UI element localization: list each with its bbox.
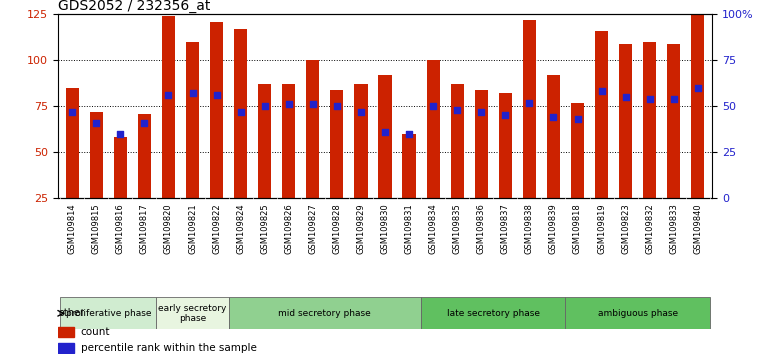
Point <box>186 91 199 96</box>
Text: GSM109838: GSM109838 <box>525 204 534 255</box>
Text: GSM109818: GSM109818 <box>573 204 582 254</box>
Text: ambiguous phase: ambiguous phase <box>598 309 678 318</box>
Point <box>234 109 246 115</box>
Bar <box>354 84 367 198</box>
Bar <box>138 114 151 198</box>
Text: early secretory
phase: early secretory phase <box>159 304 226 323</box>
Text: GSM109830: GSM109830 <box>380 204 390 254</box>
Bar <box>378 75 392 198</box>
Bar <box>60 297 156 329</box>
Text: mid secretory phase: mid secretory phase <box>279 309 371 318</box>
Point <box>139 120 151 126</box>
Point <box>427 103 439 109</box>
Point <box>330 103 343 109</box>
Bar <box>258 84 271 198</box>
Text: proliferative phase: proliferative phase <box>65 309 151 318</box>
Bar <box>474 90 488 198</box>
Bar <box>691 0 705 198</box>
Text: GSM109836: GSM109836 <box>477 204 486 255</box>
Text: GSM109833: GSM109833 <box>669 204 678 255</box>
Bar <box>114 137 127 198</box>
Bar <box>282 84 296 198</box>
Point <box>499 113 511 118</box>
Text: count: count <box>81 327 110 337</box>
Text: GSM109823: GSM109823 <box>621 204 630 254</box>
Bar <box>58 343 74 353</box>
Bar <box>643 42 656 198</box>
Text: GSM109828: GSM109828 <box>333 204 341 254</box>
Text: late secretory phase: late secretory phase <box>447 309 540 318</box>
Bar <box>234 29 247 198</box>
Point <box>619 94 631 100</box>
Text: GSM109815: GSM109815 <box>92 204 101 254</box>
Bar <box>427 60 440 198</box>
Bar <box>58 327 74 337</box>
Point <box>306 102 319 107</box>
Text: GSM109831: GSM109831 <box>404 204 413 254</box>
Bar <box>65 88 79 198</box>
Text: GSM109820: GSM109820 <box>164 204 173 254</box>
Bar <box>210 22 223 198</box>
Point <box>668 96 680 102</box>
Point <box>259 103 271 109</box>
Bar <box>619 44 632 198</box>
Bar <box>547 75 560 198</box>
Text: GSM109827: GSM109827 <box>308 204 317 254</box>
Bar <box>156 297 229 329</box>
Bar <box>450 84 464 198</box>
Point <box>451 107 464 113</box>
Bar <box>565 297 710 329</box>
Point <box>691 85 704 91</box>
Point <box>283 102 295 107</box>
Text: GSM109819: GSM109819 <box>597 204 606 254</box>
Bar <box>499 93 512 198</box>
Point <box>403 131 415 137</box>
Point <box>66 109 79 115</box>
Text: GSM109829: GSM109829 <box>357 204 366 254</box>
Text: GSM109816: GSM109816 <box>116 204 125 254</box>
Bar <box>523 20 536 198</box>
Point <box>162 92 175 98</box>
Text: other: other <box>59 308 84 318</box>
Text: GSM109839: GSM109839 <box>549 204 558 254</box>
Text: GSM109824: GSM109824 <box>236 204 245 254</box>
Bar <box>667 44 681 198</box>
Text: GSM109817: GSM109817 <box>140 204 149 254</box>
Point <box>571 116 584 122</box>
Text: GSM109822: GSM109822 <box>212 204 221 254</box>
Point <box>475 109 487 115</box>
Text: GSM109840: GSM109840 <box>693 204 702 254</box>
Text: GSM109826: GSM109826 <box>284 204 293 254</box>
Point <box>644 96 656 102</box>
Text: GSM109834: GSM109834 <box>429 204 437 254</box>
Bar <box>306 60 320 198</box>
Bar <box>89 112 103 198</box>
Bar <box>421 297 565 329</box>
Point <box>114 131 126 137</box>
Point <box>210 92 223 98</box>
Bar <box>162 16 175 198</box>
Text: GSM109825: GSM109825 <box>260 204 269 254</box>
Text: percentile rank within the sample: percentile rank within the sample <box>81 343 256 353</box>
Text: GSM109835: GSM109835 <box>453 204 462 254</box>
Bar <box>595 31 608 198</box>
Bar <box>186 42 199 198</box>
Point <box>595 88 608 94</box>
Text: GDS2052 / 232356_at: GDS2052 / 232356_at <box>58 0 210 13</box>
Bar <box>229 297 421 329</box>
Text: GSM109832: GSM109832 <box>645 204 654 254</box>
Bar <box>571 103 584 198</box>
Point <box>547 114 560 120</box>
Bar <box>403 134 416 198</box>
Point <box>524 100 536 105</box>
Point <box>379 129 391 135</box>
Text: GSM109814: GSM109814 <box>68 204 77 254</box>
Bar <box>330 90 343 198</box>
Point <box>90 120 102 126</box>
Point <box>355 109 367 115</box>
Text: GSM109837: GSM109837 <box>500 204 510 255</box>
Text: GSM109821: GSM109821 <box>188 204 197 254</box>
